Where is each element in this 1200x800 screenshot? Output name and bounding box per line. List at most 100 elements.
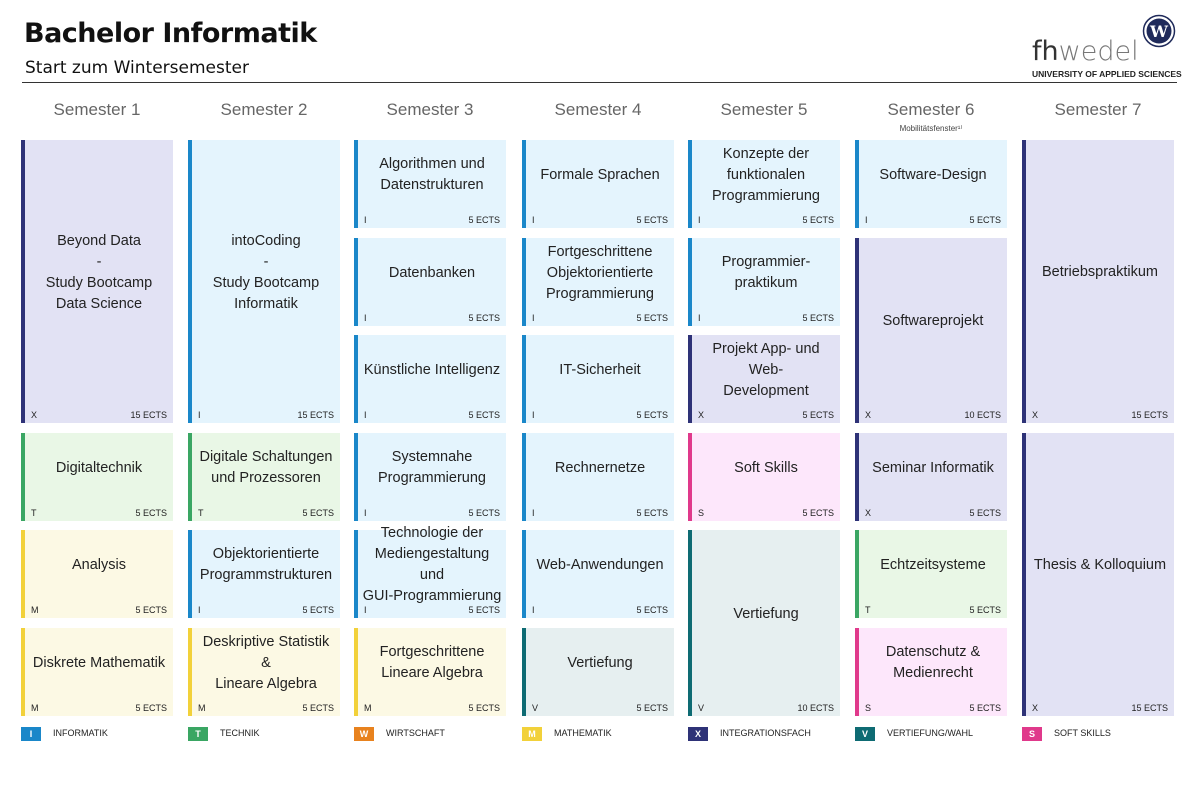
module-ects: 15 ECTS bbox=[1131, 703, 1168, 713]
logo-emblem-icon: W bbox=[1142, 14, 1176, 48]
module-category-code: I bbox=[532, 508, 535, 518]
module-category-code: T bbox=[865, 605, 871, 615]
legend-item: V VERTIEFUNG/WAHL bbox=[855, 727, 1005, 741]
module-ects: 5 ECTS bbox=[135, 703, 167, 713]
category-color-bar bbox=[855, 140, 859, 228]
category-color-bar bbox=[354, 628, 358, 716]
module-card[interactable]: Technologie der Mediengestaltung und GUI… bbox=[354, 525, 506, 618]
module-ects: 15 ECTS bbox=[297, 410, 334, 420]
module-ects: 5 ECTS bbox=[468, 605, 500, 615]
legend-label: WIRTSCHAFT bbox=[386, 728, 445, 738]
module-ects: 10 ECTS bbox=[797, 703, 834, 713]
legend-swatch: I bbox=[21, 727, 41, 741]
module-card[interactable]: Web-Anwendungen I 5 ECTS bbox=[522, 530, 674, 618]
category-color-bar bbox=[688, 530, 692, 716]
module-card[interactable]: Konzepte der funktionalen Programmierung… bbox=[688, 140, 840, 228]
module-category-code: I bbox=[532, 313, 535, 323]
module-ects: 5 ECTS bbox=[802, 313, 834, 323]
module-card[interactable]: Softwareprojekt X 10 ECTS bbox=[855, 238, 1007, 423]
module-category-code: X bbox=[1032, 410, 1039, 420]
legend-swatch: X bbox=[688, 727, 708, 741]
module-title: Thesis & Kolloquium bbox=[1033, 557, 1167, 573]
legend-swatch: V bbox=[855, 727, 875, 741]
module-ects: 5 ECTS bbox=[636, 703, 668, 713]
category-color-bar bbox=[522, 628, 526, 716]
logo-emblem-letter: W bbox=[1149, 22, 1169, 41]
category-color-bar bbox=[188, 433, 192, 521]
module-card[interactable]: Echtzeitsysteme T 5 ECTS bbox=[855, 530, 1007, 618]
module-card[interactable]: Datenschutz & Medienrecht S 5 ECTS bbox=[855, 628, 1007, 716]
module-card[interactable]: Projekt App- und Web- Development X 5 ECTS bbox=[688, 335, 840, 423]
module-title: Objektorientierte Programmstrukturen bbox=[199, 546, 333, 583]
legend-label: MATHEMATIK bbox=[554, 728, 612, 738]
module-category-code: I bbox=[698, 313, 701, 323]
module-card[interactable]: intoCoding - Study Bootcamp Informatik I 1… bbox=[188, 140, 340, 423]
module-card[interactable]: Rechnernetze I 5 ECTS bbox=[522, 433, 674, 521]
module-card[interactable]: Fortgeschrittene Lineare Algebra M 5 ECTS bbox=[354, 628, 506, 716]
semester-header: Semester 2 bbox=[220, 100, 308, 119]
legend-item: S SOFT SKILLS bbox=[1022, 727, 1172, 741]
semester-header: Semester 7 bbox=[1054, 100, 1142, 119]
module-category-code: M bbox=[198, 703, 206, 713]
category-color-bar bbox=[354, 140, 358, 228]
module-category-code: M bbox=[31, 703, 39, 713]
module-ects: 15 ECTS bbox=[130, 410, 167, 420]
semester-header: Semester 1 bbox=[53, 100, 141, 119]
module-card[interactable]: Diskrete Mathematik M 5 ECTS bbox=[21, 628, 173, 716]
module-title: Software-Design bbox=[879, 166, 987, 183]
module-card[interactable]: Analysis M 5 ECTS bbox=[21, 530, 173, 618]
module-card[interactable]: Thesis & Kolloquium X 15 ECTS bbox=[1022, 433, 1174, 716]
module-title: Systemnahe Programmierung bbox=[378, 449, 486, 486]
module-category-code: S bbox=[865, 703, 872, 713]
category-color-bar bbox=[522, 335, 526, 423]
module-card[interactable]: Vertiefung V 5 ECTS bbox=[522, 628, 674, 716]
module-card[interactable]: Seminar Informatik X 5 ECTS bbox=[855, 433, 1007, 521]
module-title: Betriebspraktikum bbox=[1041, 264, 1159, 280]
module-title: Vertiefung bbox=[567, 654, 633, 671]
module-card[interactable]: Betriebspraktikum X 15 ECTS bbox=[1022, 140, 1174, 423]
module-title: Beyond Data - Study Bootcamp Data Scienc… bbox=[45, 232, 153, 312]
module-ects: 5 ECTS bbox=[468, 215, 500, 225]
module-ects: 15 ECTS bbox=[1131, 410, 1168, 420]
module-ects: 5 ECTS bbox=[802, 410, 834, 420]
module-card[interactable]: Deskriptive Statistik & Lineare Algebra M… bbox=[188, 628, 340, 716]
category-color-bar bbox=[21, 140, 25, 423]
module-card[interactable]: Beyond Data - Study Bootcamp Data Scienc… bbox=[21, 140, 173, 423]
module-ects: 5 ECTS bbox=[969, 508, 1001, 518]
category-color-bar bbox=[855, 530, 859, 618]
module-category-code: X bbox=[698, 410, 705, 420]
module-title: Datenschutz & Medienrecht bbox=[885, 644, 981, 681]
category-color-bar bbox=[1022, 140, 1026, 423]
module-category-code: V bbox=[698, 703, 705, 713]
category-color-bar bbox=[354, 335, 358, 423]
module-title: Konzepte der funktionalen Programmierung bbox=[712, 145, 820, 204]
module-title: Web-Anwendungen bbox=[536, 556, 664, 573]
module-card[interactable]: Digitaltechnik T 5 ECTS bbox=[21, 433, 173, 521]
category-color-bar bbox=[354, 238, 358, 326]
legend-label: VERTIEFUNG/WAHL bbox=[887, 728, 974, 738]
module-title: Algorithmen und Datenstrukturen bbox=[379, 156, 485, 193]
module-card[interactable]: Künstliche Intelligenz I 5 ECTS bbox=[354, 335, 506, 423]
module-ects: 5 ECTS bbox=[969, 703, 1001, 713]
module-card[interactable]: Objektorientierte Programmstrukturen I 5 E… bbox=[188, 530, 340, 618]
module-card[interactable]: Datenbanken I 5 ECTS bbox=[354, 238, 506, 326]
module-card[interactable]: Vertiefung V 10 ECTS bbox=[688, 530, 840, 716]
module-ects: 5 ECTS bbox=[636, 605, 668, 615]
legend-label: INTEGRATIONSFACH bbox=[720, 728, 811, 738]
module-card[interactable]: Systemnahe Programmierung I 5 ECTS bbox=[354, 433, 506, 521]
category-color-bar bbox=[188, 530, 192, 618]
module-card[interactable]: IT-Sicherheit I 5 ECTS bbox=[522, 335, 674, 423]
module-card[interactable]: Digitale Schaltungen und Prozessoren T 5 E… bbox=[188, 433, 340, 521]
module-ects: 5 ECTS bbox=[468, 410, 500, 420]
module-ects: 5 ECTS bbox=[802, 508, 834, 518]
category-color-bar bbox=[522, 140, 526, 228]
module-card[interactable]: Fortgeschrittene Objektorientierte Progr… bbox=[522, 238, 674, 326]
module-card[interactable]: Software-Design I 5 ECTS bbox=[855, 140, 1007, 228]
module-title: Datenbanken bbox=[388, 264, 476, 281]
module-card[interactable]: Soft Skills S 5 ECTS bbox=[688, 433, 840, 521]
module-title: Projekt App- und Web- Development bbox=[712, 340, 820, 399]
module-card[interactable]: Algorithmen und Datenstrukturen I 5 ECTS bbox=[354, 140, 506, 228]
module-card[interactable]: Programmier- praktikum I 5 ECTS bbox=[688, 238, 840, 326]
module-category-code: I bbox=[364, 215, 367, 225]
module-card[interactable]: Formale Sprachen I 5 ECTS bbox=[522, 140, 674, 228]
